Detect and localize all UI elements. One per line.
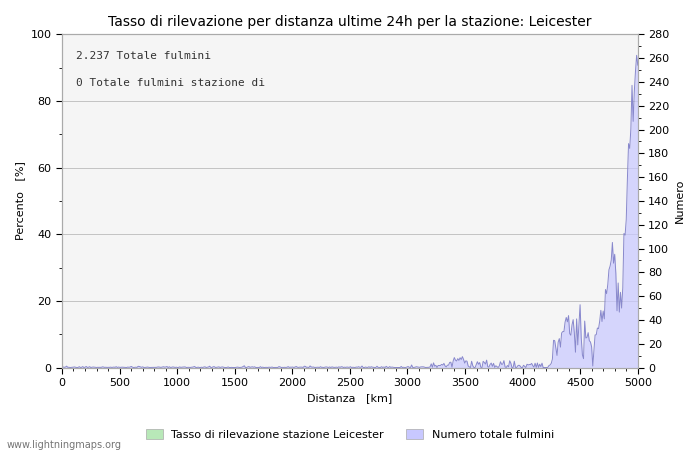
Text: 2.237 Totale fulmini: 2.237 Totale fulmini (76, 51, 211, 61)
Text: 0 Totale fulmini stazione di: 0 Totale fulmini stazione di (76, 78, 265, 88)
Y-axis label: Percento   [%]: Percento [%] (15, 162, 25, 240)
Legend: Tasso di rilevazione stazione Leicester, Numero totale fulmini: Tasso di rilevazione stazione Leicester,… (141, 425, 559, 445)
Y-axis label: Numero: Numero (675, 179, 685, 223)
X-axis label: Distanza   [km]: Distanza [km] (307, 393, 393, 404)
Title: Tasso di rilevazione per distanza ultime 24h per la stazione: Leicester: Tasso di rilevazione per distanza ultime… (108, 15, 592, 29)
Text: www.lightningmaps.org: www.lightningmaps.org (7, 440, 122, 450)
